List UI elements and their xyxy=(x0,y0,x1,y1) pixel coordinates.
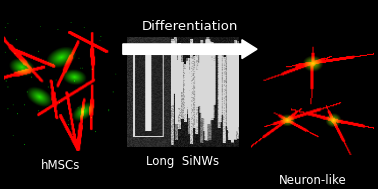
Text: Neuron-like
cells: Neuron-like cells xyxy=(279,174,347,189)
Text: Long  SiNWs: Long SiNWs xyxy=(146,155,219,168)
FancyArrow shape xyxy=(123,40,257,59)
Text: Differentiation: Differentiation xyxy=(142,20,238,33)
Text: hMSCs: hMSCs xyxy=(41,159,80,172)
